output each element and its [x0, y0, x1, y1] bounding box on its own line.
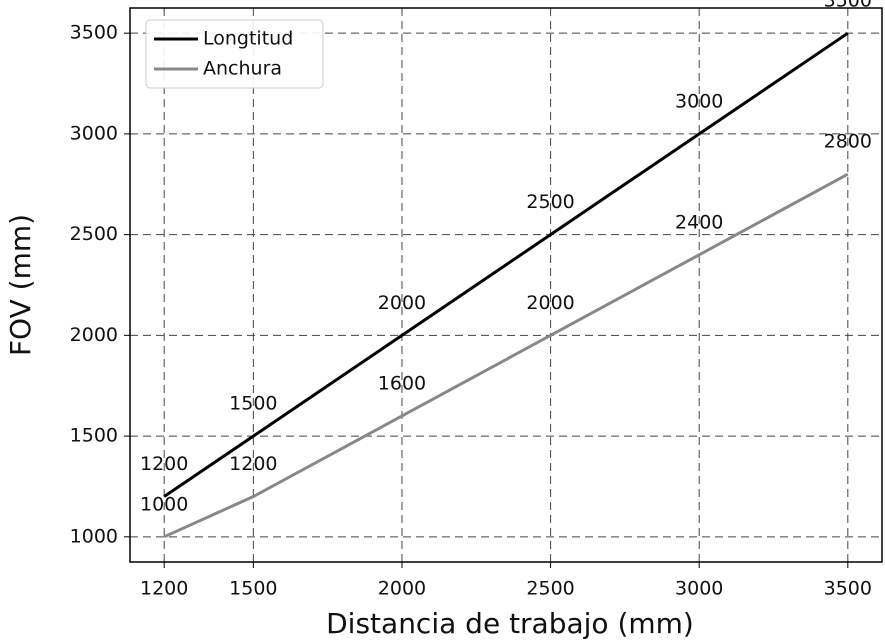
- x-tick-label: 1500: [229, 578, 277, 600]
- x-tick-label: 1200: [140, 578, 188, 600]
- data-label: 1000: [140, 493, 188, 515]
- data-label: 3000: [675, 90, 723, 112]
- x-tick-label: 3000: [675, 578, 723, 600]
- data-label: 1200: [229, 453, 277, 475]
- y-tick-label: 1500: [70, 425, 118, 447]
- data-label: 1500: [229, 393, 277, 415]
- data-label: 2400: [675, 211, 723, 233]
- y-tick-label: 3000: [70, 122, 118, 144]
- x-tick-label: 2000: [378, 578, 426, 600]
- data-label: 2500: [526, 191, 574, 213]
- legend: Longtitud Anchura: [145, 19, 324, 89]
- x-tick-label: 2500: [526, 578, 574, 600]
- plot-frame: [129, 7, 883, 563]
- data-label: 3500: [824, 0, 872, 12]
- data-line: [163, 31, 849, 498]
- data-line: [163, 172, 849, 539]
- y-tick-label: 1000: [70, 525, 118, 547]
- data-label: 2000: [526, 292, 574, 314]
- legend-label: Longtitud: [203, 28, 293, 50]
- y-tick-label: 3500: [70, 22, 118, 44]
- y-tick-label: 2500: [70, 223, 118, 245]
- data-label: 1200: [140, 453, 188, 475]
- legend-box: [145, 19, 324, 89]
- y-tick-label: 2000: [70, 324, 118, 346]
- data-label: 2000: [378, 292, 426, 314]
- data-label: 2800: [824, 131, 872, 153]
- y-axis-label: FOV (mm): [4, 214, 37, 356]
- data-label: 1600: [378, 372, 426, 394]
- x-axis-label: Distancia de trabajo (mm): [326, 607, 694, 640]
- x-tick-label: 3500: [824, 578, 872, 600]
- legend-label: Anchura: [203, 58, 282, 80]
